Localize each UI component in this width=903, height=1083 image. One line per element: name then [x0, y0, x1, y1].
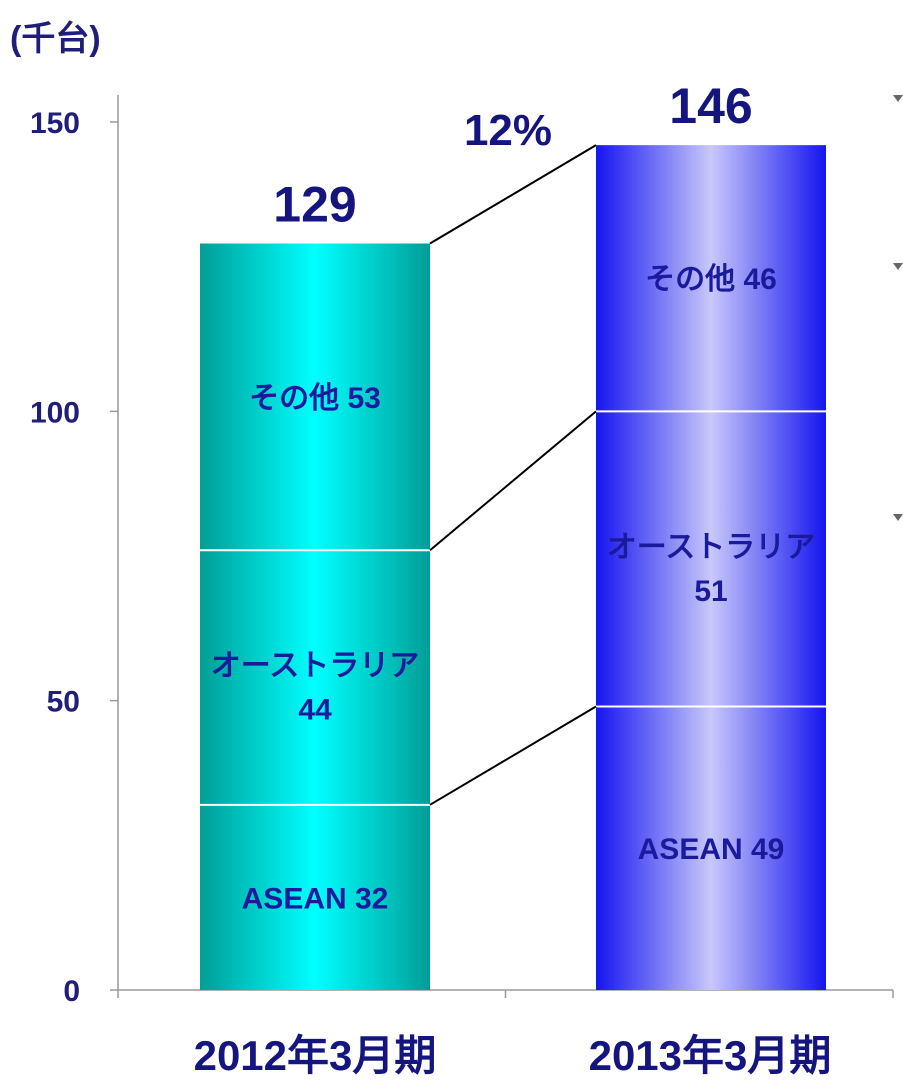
- segment-label: その他 53: [249, 382, 381, 415]
- connector-line: [429, 410, 597, 551]
- y-tick-label: 150: [30, 107, 80, 140]
- y-unit-label: (千台): [10, 20, 101, 58]
- total-label-2012: 129: [273, 177, 356, 233]
- marker-arrow-2: [893, 263, 903, 270]
- bars: [200, 145, 826, 990]
- y-tick-label: 0: [63, 975, 80, 1008]
- segment-label-value: 51: [694, 575, 727, 608]
- segment-label-name: オーストラリア: [607, 531, 816, 564]
- x-tick-label-2012: 2012年3月期: [194, 1032, 437, 1078]
- y-tick-label: 50: [47, 686, 80, 719]
- bar-2012: [200, 243, 430, 990]
- segment-label-value: 44: [298, 694, 332, 727]
- segment-label: ASEAN 32: [242, 882, 389, 915]
- marker-arrow-3: [893, 514, 903, 521]
- segment-label-name: オーストラリア: [211, 650, 420, 683]
- segment-label: その他 46: [645, 263, 777, 296]
- y-tick-label: 100: [30, 396, 80, 429]
- bar-2013: [596, 145, 826, 990]
- growth-label: 12%: [464, 106, 552, 155]
- total-label-2013: 146: [669, 78, 752, 134]
- connector-line: [429, 705, 597, 806]
- connector-line: [429, 144, 597, 245]
- segment-label: ASEAN 49: [638, 833, 785, 866]
- decorative-markers: [893, 95, 903, 521]
- connector-lines: [429, 144, 597, 806]
- x-tick-label-2013: 2013年3月期: [589, 1032, 832, 1078]
- marker-arrow-1: [893, 95, 903, 102]
- data-labels: ASEAN 32 オーストラリア 44 その他 53 129 ASEAN 49 オーストラリ…: [211, 78, 816, 915]
